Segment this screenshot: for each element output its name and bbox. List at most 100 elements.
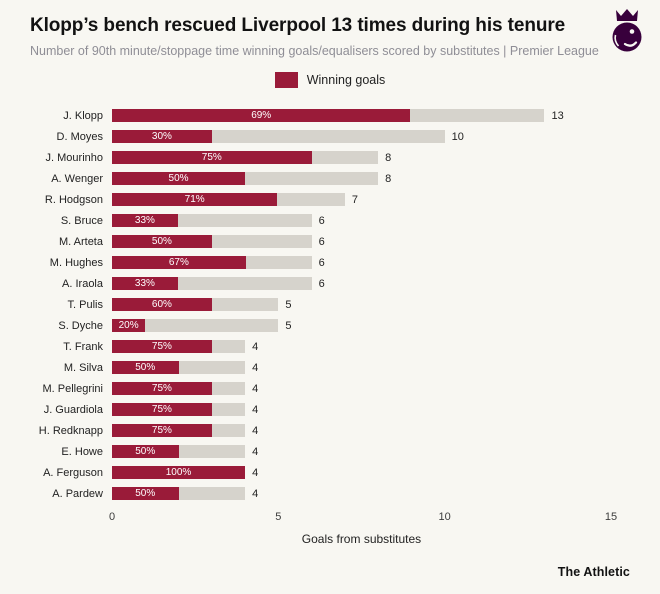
winning-pct-label: 50% (135, 445, 156, 457)
bar-row: A. Pardew 50% 4 (30, 483, 660, 504)
winning-goals-segment: 50% (112, 487, 179, 500)
bar-track: 50% 8 (112, 172, 611, 185)
x-axis-ticks: 0 5 10 15 (109, 511, 617, 525)
bar-row: S. Dyche 20% 5 (30, 315, 660, 336)
manager-label: R. Hodgson (44, 193, 103, 206)
page-subtitle: Number of 90th minute/stoppage time winn… (30, 44, 599, 58)
total-goals-bar: 75% 4 (112, 340, 258, 353)
total-goals-bar: 71% 7 (112, 193, 358, 206)
total-goals-label: 6 (318, 277, 325, 290)
winning-pct-label: 71% (184, 193, 205, 205)
winning-pct-label: 33% (134, 277, 155, 289)
winning-goals-segment: 50% (112, 445, 179, 458)
winning-goals-segment: 100% (112, 466, 246, 479)
brand-logo: The Athletic (557, 565, 630, 579)
winning-goals-segment: 75% (112, 151, 312, 164)
total-goals-bar: 30% 10 (112, 130, 464, 143)
bar-row: M. Pellegrini 75% 4 (30, 378, 660, 399)
total-goals-bar: 50% 4 (112, 487, 258, 500)
manager-label: T. Pulis (67, 298, 103, 311)
bar-track: 50% 4 (112, 361, 611, 374)
winning-goals-segment: 30% (112, 130, 212, 143)
total-goals-label: 6 (318, 235, 325, 248)
total-goals-bar: 50% 8 (112, 172, 391, 185)
total-goals-bar: 33% 6 (112, 277, 325, 290)
winning-goals-segment: 75% (112, 403, 212, 416)
total-goals-label: 4 (252, 361, 259, 374)
winning-pct-label: 100% (165, 466, 192, 478)
legend-label: Winning goals (306, 73, 386, 87)
total-goals-label: 4 (252, 487, 259, 500)
x-tick-label: 5 (275, 511, 282, 523)
winning-pct-label: 67% (168, 256, 189, 268)
chart-header: Klopp’s bench rescued Liverpool 13 times… (0, 0, 660, 58)
winning-pct-label: 33% (134, 214, 155, 226)
winning-goals-segment: 60% (112, 298, 212, 311)
total-goals-label: 4 (252, 382, 259, 395)
bar-row: E. Howe 50% 4 (30, 441, 660, 462)
total-goals-label: 5 (285, 298, 292, 311)
manager-label: J. Klopp (63, 109, 103, 122)
bar-row: A. Iraola 33% 6 (30, 273, 660, 294)
bar-track: 50% 6 (112, 235, 611, 248)
bar-row: J. Guardiola 75% 4 (30, 399, 660, 420)
bar-track: 75% 4 (112, 424, 611, 437)
bar-track: 33% 6 (112, 277, 611, 290)
winning-pct-label: 30% (151, 130, 172, 142)
x-axis: 0 5 10 15 (30, 511, 660, 525)
bar-row: M. Arteta 50% 6 (30, 231, 660, 252)
winning-goals-segment: 50% (112, 172, 246, 185)
bar-track: 75% 4 (112, 382, 611, 395)
winning-goals-segment: 75% (112, 340, 212, 353)
x-tick-label: 10 (438, 511, 451, 523)
total-goals-label: 4 (252, 340, 259, 353)
bar-track: 60% 5 (112, 298, 611, 311)
bar-row: M. Silva 50% 4 (30, 357, 660, 378)
winning-pct-label: 50% (135, 487, 156, 499)
manager-label: J. Mourinho (45, 151, 103, 164)
bar-row: J. Klopp 69% 13 (30, 105, 660, 126)
winning-pct-label: 75% (201, 151, 222, 163)
total-goals-bar: 20% 5 (112, 319, 291, 332)
page-title: Klopp’s bench rescued Liverpool 13 times… (30, 15, 566, 36)
total-goals-label: 8 (385, 151, 392, 164)
total-goals-label: 4 (252, 466, 259, 479)
bar-row: D. Moyes 30% 10 (30, 126, 660, 147)
legend: Winning goals (0, 72, 660, 88)
legend-swatch-winning-goals (274, 72, 298, 88)
bar-track: 33% 6 (112, 214, 611, 227)
manager-label: J. Guardiola (43, 403, 103, 416)
manager-label: M. Arteta (58, 235, 103, 248)
total-goals-label: 4 (252, 445, 259, 458)
bar-row: A. Wenger 50% 8 (30, 168, 660, 189)
total-goals-bar: 60% 5 (112, 298, 291, 311)
bar-row: H. Redknapp 75% 4 (30, 420, 660, 441)
total-goals-bar: 75% 8 (112, 151, 391, 164)
winning-pct-label: 75% (151, 424, 172, 436)
bar-chart: J. Klopp 69% 13 D. Moyes 30% 10 J. Mourinho 75%… (30, 105, 660, 546)
winning-goals-segment: 69% (112, 109, 411, 122)
manager-label: A. Pardew (52, 487, 103, 500)
total-goals-label: 6 (318, 214, 325, 227)
manager-label: A. Ferguson (43, 466, 103, 479)
winning-goals-segment: 71% (112, 193, 278, 206)
winning-goals-segment: 67% (112, 256, 246, 269)
x-tick-label: 15 (604, 511, 618, 523)
bar-track: 71% 7 (112, 193, 611, 206)
premier-league-logo (610, 8, 644, 54)
total-goals-label: 6 (318, 256, 325, 269)
total-goals-label: 10 (451, 130, 464, 143)
manager-label: T. Frank (63, 340, 103, 353)
winning-pct-label: 50% (151, 235, 172, 247)
manager-label: E. Howe (61, 445, 103, 458)
bar-track: 50% 4 (112, 445, 611, 458)
bar-track: 50% 4 (112, 487, 611, 500)
total-goals-bar: 75% 4 (112, 403, 258, 416)
bar-row: M. Hughes 67% 6 (30, 252, 660, 273)
bar-row: T. Pulis 60% 5 (30, 294, 660, 315)
total-goals-label: 5 (285, 319, 292, 332)
winning-pct-label: 50% (135, 361, 156, 373)
winning-goals-segment: 50% (112, 361, 179, 374)
bar-track: 30% 10 (112, 130, 611, 143)
x-axis-title-spacer (30, 532, 112, 546)
